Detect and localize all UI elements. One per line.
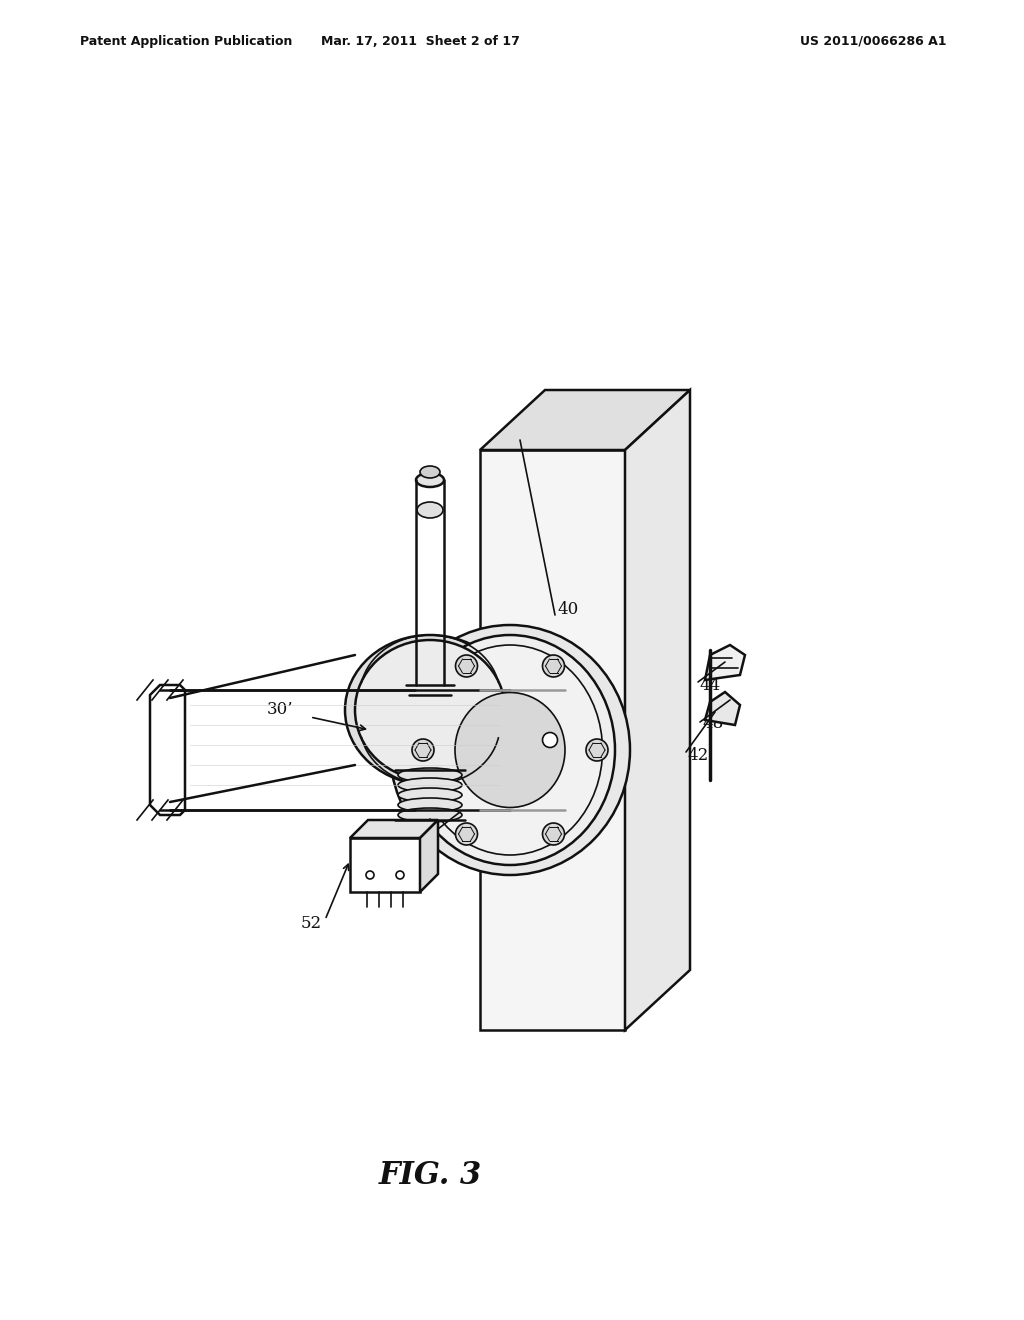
Text: 30’: 30’ xyxy=(266,701,293,718)
Ellipse shape xyxy=(543,822,564,845)
Ellipse shape xyxy=(398,768,462,781)
Ellipse shape xyxy=(396,871,404,879)
Ellipse shape xyxy=(398,777,462,792)
Ellipse shape xyxy=(456,655,477,677)
Ellipse shape xyxy=(398,808,462,822)
Polygon shape xyxy=(350,820,438,838)
Polygon shape xyxy=(625,389,690,1030)
Text: 52: 52 xyxy=(301,915,322,932)
Ellipse shape xyxy=(586,739,608,762)
Ellipse shape xyxy=(398,799,462,812)
Polygon shape xyxy=(420,820,438,892)
Polygon shape xyxy=(705,645,745,680)
Ellipse shape xyxy=(543,733,557,747)
Ellipse shape xyxy=(543,655,564,677)
Ellipse shape xyxy=(412,739,434,762)
Ellipse shape xyxy=(345,635,515,785)
Ellipse shape xyxy=(398,788,462,803)
Polygon shape xyxy=(480,450,625,1030)
Polygon shape xyxy=(480,389,690,450)
Ellipse shape xyxy=(417,502,443,517)
Polygon shape xyxy=(150,685,185,814)
Ellipse shape xyxy=(355,640,505,780)
Text: 48: 48 xyxy=(702,714,723,731)
Ellipse shape xyxy=(366,871,374,879)
Ellipse shape xyxy=(456,822,477,845)
Ellipse shape xyxy=(390,624,630,875)
Text: US 2011/0066286 A1: US 2011/0066286 A1 xyxy=(800,36,946,48)
Polygon shape xyxy=(705,692,740,725)
Ellipse shape xyxy=(406,635,615,865)
Text: Mar. 17, 2011  Sheet 2 of 17: Mar. 17, 2011 Sheet 2 of 17 xyxy=(321,36,519,48)
Text: 40: 40 xyxy=(557,602,579,619)
Polygon shape xyxy=(350,838,420,892)
Text: FIG. 3: FIG. 3 xyxy=(379,1159,481,1191)
Ellipse shape xyxy=(420,466,440,478)
Text: Patent Application Publication: Patent Application Publication xyxy=(80,36,293,48)
Text: 44: 44 xyxy=(699,676,720,693)
Text: 42: 42 xyxy=(687,747,709,763)
Ellipse shape xyxy=(416,473,444,487)
Ellipse shape xyxy=(455,693,565,808)
Ellipse shape xyxy=(418,645,602,855)
